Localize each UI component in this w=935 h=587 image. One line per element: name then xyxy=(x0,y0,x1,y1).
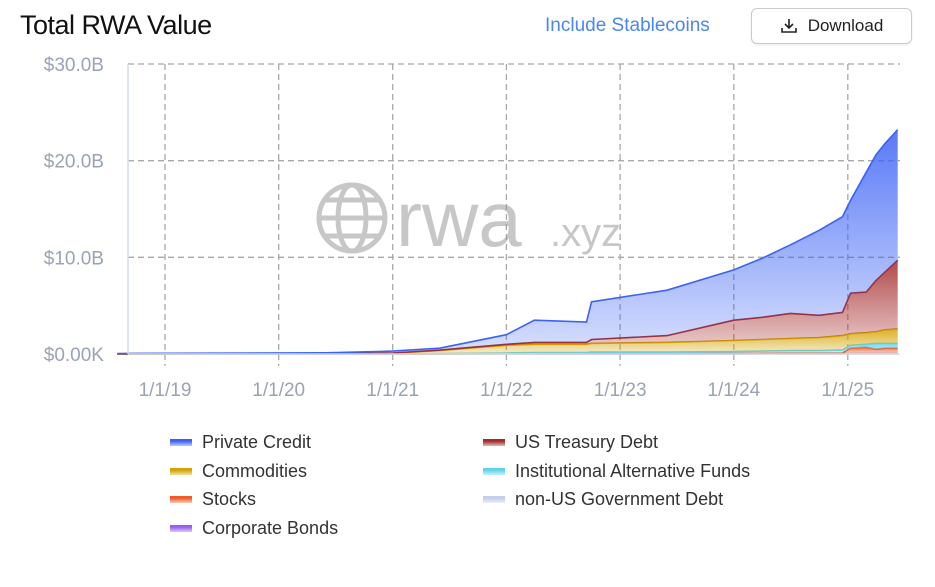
x-tick-label: 1/1/20 xyxy=(252,380,305,401)
x-tick-label: 1/1/23 xyxy=(594,380,647,401)
legend-item[interactable]: Corporate Bonds xyxy=(170,518,338,539)
legend-label: Corporate Bonds xyxy=(202,518,339,538)
watermark: rwa .xyz xyxy=(316,175,621,263)
y-tick-label: $0.00K xyxy=(44,345,105,366)
legend-swatch xyxy=(170,496,192,503)
x-tick-label: 1/1/22 xyxy=(480,380,533,401)
area-us-treasury-debt xyxy=(117,260,898,354)
legend-item[interactable]: Institutional Alternative Funds xyxy=(483,461,750,482)
legend-label: Private Credit xyxy=(202,432,312,452)
legend-item[interactable]: Stocks xyxy=(170,489,256,510)
x-tick-label: 1/1/21 xyxy=(366,380,419,401)
legend-label: Commodities xyxy=(202,461,308,481)
include-stablecoins-toggle[interactable]: Include Stablecoins xyxy=(545,15,710,36)
legend-label: US Treasury Debt xyxy=(515,432,659,452)
legend-item[interactable]: non-US Government Debt xyxy=(483,489,723,510)
legend-swatch xyxy=(483,496,505,503)
page-title: Total RWA Value xyxy=(20,10,212,40)
download-button[interactable]: Download xyxy=(751,8,912,44)
legend-swatch xyxy=(170,439,192,446)
y-tick-label: $10.0B xyxy=(44,248,104,269)
globe-icon xyxy=(316,182,388,254)
area-institutional-alternative-funds xyxy=(117,343,898,354)
legend-swatch xyxy=(170,468,192,475)
x-tick-label: 1/1/19 xyxy=(139,380,192,401)
x-tick-label: 1/1/25 xyxy=(821,380,874,401)
legend-item[interactable]: Commodities xyxy=(170,461,307,482)
line-private-credit xyxy=(117,129,899,355)
legend-swatch xyxy=(483,439,505,446)
legend-label: Institutional Alternative Funds xyxy=(515,461,751,481)
watermark-suffix: .xyz xyxy=(550,211,621,255)
legend-swatch xyxy=(483,468,505,475)
legend-label: Stocks xyxy=(202,489,257,509)
legend-swatch xyxy=(170,525,192,532)
download-label: Download xyxy=(807,16,884,35)
legend-item[interactable]: Private Credit xyxy=(170,432,311,453)
watermark-text: rwa xyxy=(396,175,522,263)
area-commodities xyxy=(117,328,898,354)
area-private-credit xyxy=(117,129,898,354)
x-tick-label: 1/1/24 xyxy=(707,380,760,401)
y-tick-label: $30.0B xyxy=(44,55,104,76)
legend-item[interactable]: US Treasury Debt xyxy=(483,432,658,453)
legend-label: non-US Government Debt xyxy=(515,489,724,509)
y-tick-label: $20.0B xyxy=(44,152,104,173)
download-icon xyxy=(780,19,797,33)
